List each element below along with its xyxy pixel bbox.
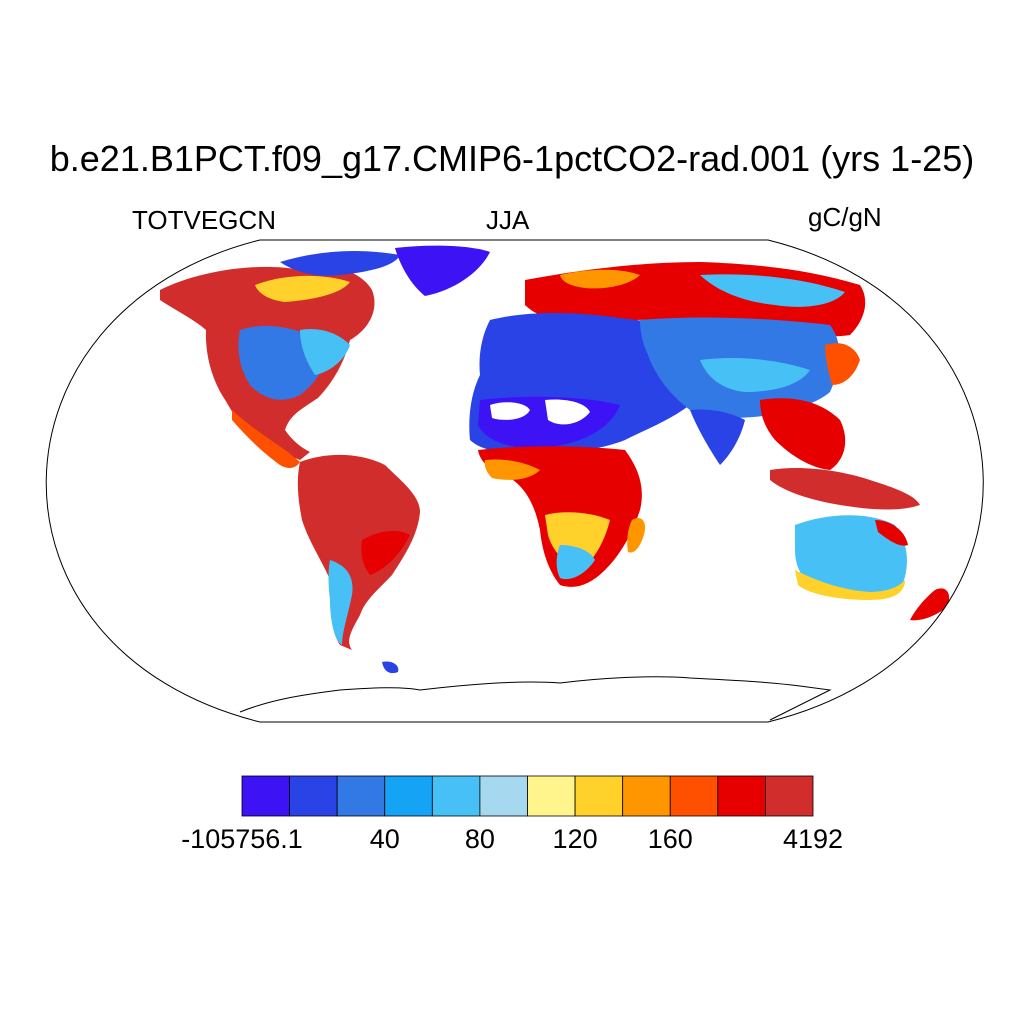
colorbar-tick-label: 40	[369, 824, 400, 854]
colorbar-box	[622, 775, 671, 817]
colorbar-box	[241, 775, 290, 817]
australia-region	[795, 515, 907, 597]
greenland-region	[395, 245, 490, 296]
colorbar-box	[669, 775, 719, 817]
colorbar-box	[384, 775, 433, 817]
colorbar-box	[527, 775, 576, 817]
central-america-region	[232, 410, 300, 468]
colorbar-box	[336, 775, 386, 817]
colorbar-box	[765, 775, 814, 817]
new-zealand-region	[910, 588, 950, 621]
colorbar-box	[289, 775, 338, 817]
maritime-se-asia-region	[770, 468, 920, 510]
variable-label: TOTVEGCN	[132, 205, 276, 235]
colorbar-tick-label: 4192	[782, 824, 844, 854]
land-field	[160, 245, 950, 674]
units-label: gC/gN	[808, 202, 882, 232]
plot-title: b.e21.B1PCT.f09_g17.CMIP6-1pctCO2-rad.00…	[49, 138, 975, 179]
season-label: JJA	[486, 205, 530, 235]
madagascar-region	[627, 518, 646, 553]
south-america-region	[297, 454, 420, 650]
colorbar-box	[717, 775, 766, 817]
arctic-islands-region	[280, 250, 400, 276]
colorbar-box	[479, 775, 528, 817]
antarctica-coastline	[239, 676, 832, 721]
colorbar-tick-label: 160	[647, 824, 693, 854]
colorbar-tick-label: 80	[464, 824, 495, 854]
antarctic-patch	[382, 661, 399, 674]
map-outline	[45, 239, 984, 723]
colorbar-tick-label: -105756.1	[181, 824, 303, 854]
east-asia-coast-region	[760, 398, 846, 470]
colorbar-box	[574, 775, 624, 817]
india-region	[690, 409, 745, 465]
colorbar-box	[431, 775, 481, 817]
colorbar-tick-label: 120	[552, 824, 598, 854]
